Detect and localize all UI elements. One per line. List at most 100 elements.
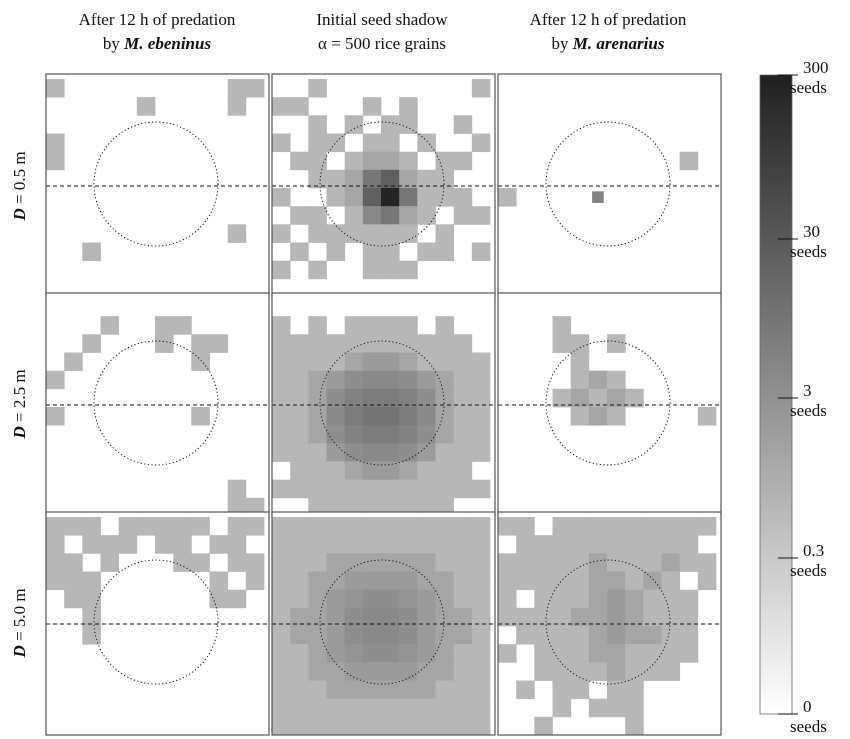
heatmap-cell (498, 553, 517, 572)
heatmap-cell (381, 517, 400, 536)
heatmap-cell (381, 607, 400, 627)
heatmap-cell (471, 571, 491, 591)
heatmap-cell (362, 716, 382, 736)
heatmap-cell (381, 316, 400, 335)
heatmap-cell (552, 626, 572, 645)
heatmap-cell (326, 443, 346, 462)
heatmap-cell (607, 370, 626, 390)
heatmap-cell (516, 535, 535, 554)
dotted-circle (93, 559, 219, 685)
heatmap-cell (417, 370, 436, 390)
heatmap-cell (643, 535, 662, 554)
heatmap-cell (588, 698, 608, 718)
heatmap-cell (362, 680, 382, 700)
heatmap-cell (245, 553, 265, 572)
heatmap-cell (82, 626, 101, 645)
heatmap-cell (381, 443, 400, 462)
heatmap-cell (136, 97, 156, 116)
heatmap-cell (209, 589, 229, 609)
heatmap-cell (679, 607, 699, 627)
heatmap-cell (570, 388, 590, 408)
heatmap-cell (552, 571, 572, 591)
heatmap-cell (344, 115, 364, 134)
heatmap-cell (661, 535, 681, 554)
heatmap-cell (453, 589, 473, 609)
heatmap-cell (399, 388, 418, 408)
heatmap-cell (435, 370, 455, 390)
heatmap-cell (290, 151, 309, 171)
heatmap-cell (272, 334, 291, 353)
heatmap-cell (625, 680, 644, 700)
heatmap-cell (272, 644, 291, 663)
dotted-circle (93, 121, 219, 247)
heatmap-cell (399, 316, 418, 335)
heatmap-cell (272, 626, 291, 645)
heatmap-cell (679, 644, 699, 663)
column-title-3-line-2: by M. arenarius (552, 34, 665, 53)
heatmap-cell (435, 188, 455, 207)
heatmap-cell (417, 589, 436, 609)
heatmap-cell (471, 607, 491, 627)
heatmap-cell (155, 517, 174, 536)
heatmap-cell (272, 589, 291, 609)
heatmap-cell (435, 334, 455, 353)
heatmap-cell (64, 517, 83, 536)
heatmap-cell (344, 644, 364, 663)
heatmap-cell (290, 242, 309, 262)
heatmap-cell (435, 517, 455, 536)
heatmap-cell (344, 716, 364, 736)
heatmap-cell (417, 644, 436, 663)
heatmap-cell (344, 388, 364, 408)
heatmap-cell (308, 553, 327, 572)
heatmap-cell (453, 607, 473, 627)
heatmap-cell (326, 644, 346, 663)
heatmap-cell (308, 260, 327, 280)
heatmap-cell (399, 479, 418, 499)
heatmap-cell (516, 607, 535, 627)
heatmap-cell (417, 553, 436, 572)
column-title-1-line-2: by M. ebeninus (103, 34, 212, 53)
heatmap-cell (46, 133, 65, 153)
heatmap-cell (498, 188, 517, 207)
heatmap-cell (607, 535, 626, 554)
heatmap-cell (362, 242, 382, 262)
heatmap-cell (570, 571, 590, 591)
heatmap-cell (625, 571, 644, 591)
heatmap-cell (435, 388, 455, 408)
heatmap-cell (64, 553, 83, 572)
heatmap-cell (191, 352, 210, 372)
heatmap-cell (362, 607, 382, 627)
heatmap-cell (570, 517, 590, 536)
heatmap-cell (209, 535, 229, 554)
heatmap-cell (697, 571, 717, 591)
heatmap-cell (82, 517, 101, 536)
heatmap-cell (661, 571, 681, 591)
heatmap-cell (643, 644, 662, 663)
heatmap-cell (362, 425, 382, 444)
heatmap-cell (588, 553, 608, 572)
heatmap-cell (399, 115, 418, 134)
heatmap-cell (381, 206, 400, 225)
heatmap-cell (453, 571, 473, 591)
heatmap-cell (362, 316, 382, 335)
heatmap-cell (290, 352, 309, 372)
heatmap-cell (272, 680, 291, 700)
heatmap-cell (344, 316, 364, 335)
heatmap-cell (290, 370, 309, 390)
heatmap-cell (399, 680, 418, 700)
heatmap-cell (607, 626, 626, 645)
heatmap-cell (362, 553, 382, 572)
heatmap-cell (227, 553, 247, 572)
heatmap-cell (308, 698, 327, 718)
heatmap-cell (381, 680, 400, 700)
heatmap-cell (435, 626, 455, 645)
heatmap-cell (272, 698, 291, 718)
heatmap-cell (588, 571, 608, 591)
heatmap-cell (308, 716, 327, 736)
heatmap-cell (381, 553, 400, 572)
heatmap-cell (399, 169, 418, 189)
heatmap-cell (308, 644, 327, 663)
heatmap-cell (552, 316, 572, 335)
heatmap-cell (679, 517, 699, 536)
